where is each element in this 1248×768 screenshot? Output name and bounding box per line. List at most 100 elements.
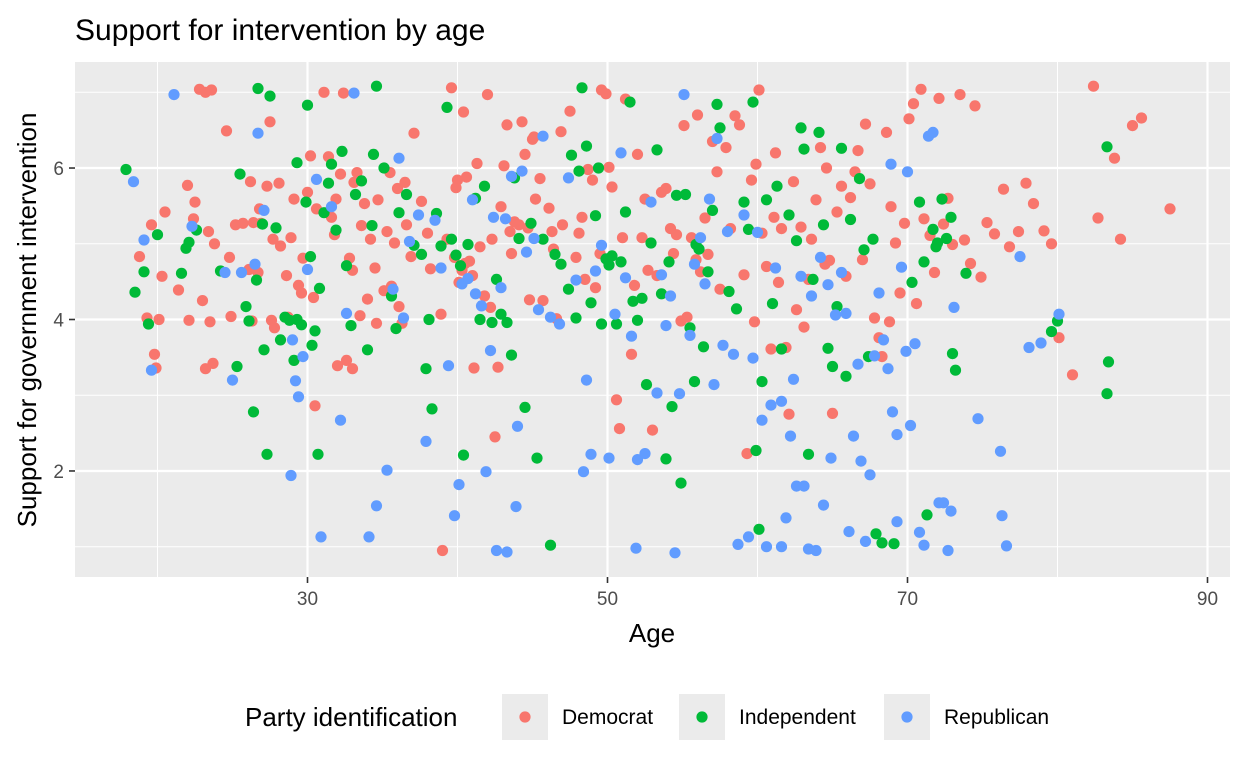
point-republican [442, 360, 455, 372]
point-independent [655, 288, 668, 300]
point-democrat [1012, 226, 1025, 238]
point-democrat [1164, 203, 1176, 215]
point-republican [393, 152, 405, 164]
point-democrat [753, 84, 765, 96]
point-democrat [337, 87, 350, 99]
point-democrat [408, 127, 420, 139]
point-republican [972, 413, 984, 425]
point-republican [570, 274, 582, 286]
point-republican [756, 414, 768, 426]
point-republican [619, 272, 632, 284]
point-independent [706, 204, 719, 216]
point-republican [520, 246, 533, 258]
point-independent [565, 149, 578, 161]
point-democrat [928, 266, 941, 279]
point-democrat [445, 82, 458, 94]
x-axis-title: Age [629, 618, 675, 648]
point-democrat [501, 119, 513, 131]
point-republican [769, 262, 782, 274]
point-democrat [625, 348, 638, 360]
point-democrat [660, 182, 672, 195]
point-democrat [205, 84, 218, 96]
point-independent [562, 283, 575, 295]
point-independent [393, 207, 405, 219]
point-democrat [681, 311, 693, 323]
point-independent [679, 188, 692, 201]
point-republican [325, 201, 338, 213]
point-democrat [823, 254, 836, 266]
point-democrat [856, 254, 869, 266]
point-democrat [435, 308, 447, 320]
point-democrat [400, 219, 413, 231]
point-democrat [372, 194, 384, 206]
point-independent [742, 223, 755, 235]
point-republican [226, 374, 239, 386]
point-independent [313, 282, 326, 294]
point-independent [918, 256, 930, 268]
point-democrat [361, 293, 374, 305]
point-republican [688, 258, 701, 270]
point-independent [366, 220, 378, 232]
point-democrat [835, 180, 848, 192]
point-democrat [1108, 152, 1121, 164]
point-democrat [346, 363, 359, 375]
point-independent [730, 303, 743, 315]
point-independent [795, 122, 807, 134]
point-democrat [964, 257, 977, 270]
point-republican [1035, 337, 1047, 349]
point-republican [711, 132, 723, 145]
point-republican [885, 158, 897, 170]
point-independent [610, 318, 623, 330]
point-independent [853, 173, 866, 185]
point-independent [589, 210, 602, 222]
point-independent [243, 315, 255, 327]
point-independent [831, 301, 843, 313]
point-democrat [667, 248, 680, 260]
point-republican [631, 454, 644, 466]
point-independent [537, 233, 549, 245]
point-democrat [529, 193, 542, 205]
point-independent [675, 477, 687, 489]
point-democrat [699, 212, 711, 224]
point-democrat [237, 217, 249, 229]
point-democrat [318, 86, 330, 98]
point-democrat [729, 110, 741, 122]
point-republican [822, 279, 834, 291]
point-democrat [153, 313, 165, 326]
point-independent [300, 196, 312, 208]
point-democrat [295, 287, 308, 299]
point-republican [577, 466, 590, 478]
point-democrat [516, 116, 528, 128]
point-democrat [468, 362, 480, 374]
point-democrat [481, 89, 494, 101]
point-republican [511, 420, 524, 432]
point-democrat [307, 291, 320, 304]
point-republican [664, 290, 677, 302]
point-republican [918, 539, 930, 551]
point-democrat [505, 248, 518, 260]
point-republican [585, 448, 597, 460]
point-republican [717, 339, 729, 351]
point-independent [370, 80, 383, 92]
point-independent [867, 233, 879, 245]
point-democrat [304, 150, 317, 162]
point-independent [129, 286, 141, 298]
point-independent [606, 250, 618, 262]
x-tick-label: 50 [597, 589, 618, 610]
point-republican [487, 211, 500, 223]
point-republican [817, 499, 830, 511]
point-independent [802, 448, 815, 460]
point-democrat [519, 148, 531, 160]
point-democrat [543, 202, 555, 214]
point-independent [462, 238, 474, 251]
point-independent [921, 509, 933, 521]
point-republican [595, 239, 608, 251]
point-republican [289, 375, 302, 387]
point-independent [945, 211, 957, 223]
point-democrat [868, 312, 881, 324]
point-independent [826, 360, 839, 373]
point-democrat [748, 316, 761, 328]
point-independent [660, 453, 672, 465]
point-independent [627, 295, 639, 307]
point-democrat [831, 206, 843, 218]
